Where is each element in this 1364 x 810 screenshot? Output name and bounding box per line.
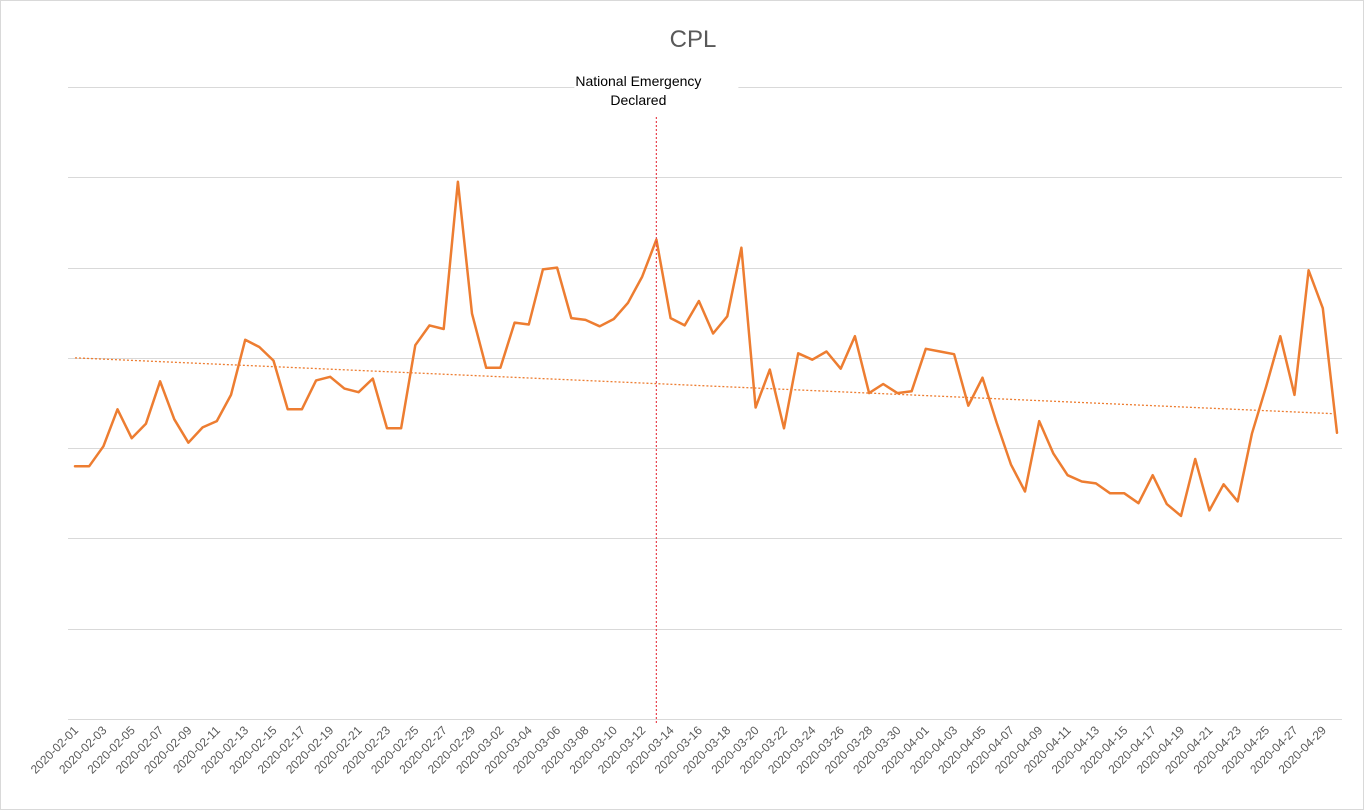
trendline-layer bbox=[74, 357, 1338, 415]
series-layer bbox=[73, 180, 1339, 518]
annotation-label-background bbox=[574, 69, 739, 113]
gridlines bbox=[68, 87, 1342, 720]
chart-title: CPL bbox=[670, 26, 717, 53]
trendline bbox=[74, 357, 1338, 415]
annotation-label-line-0: National Emergency bbox=[575, 73, 701, 89]
x-axis-tick-labels: 2020-02-012020-02-032020-02-052020-02-07… bbox=[28, 723, 1329, 777]
series-line-0 bbox=[73, 180, 1339, 518]
annotation-label-line-1: Declared bbox=[610, 92, 666, 108]
annotation-layer: National Emergency Declared bbox=[574, 69, 739, 724]
